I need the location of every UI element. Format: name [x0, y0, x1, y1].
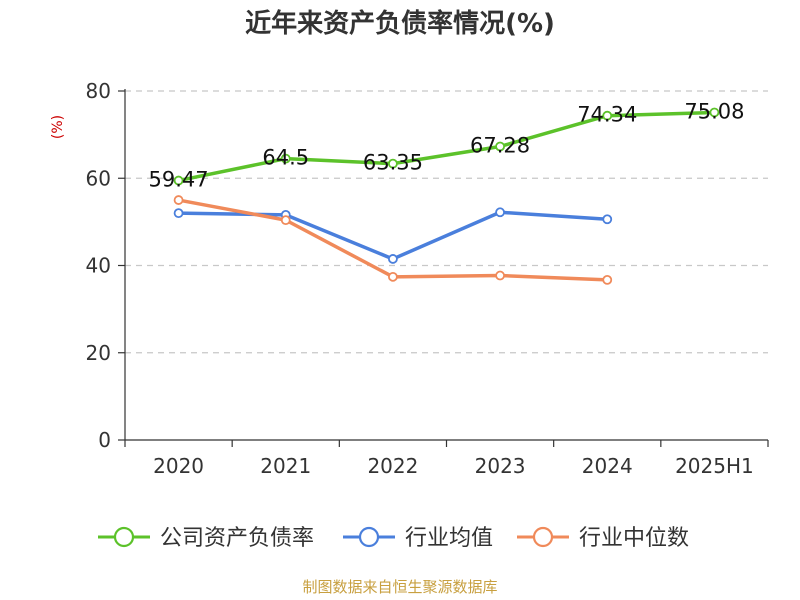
series-line-2	[176, 198, 609, 282]
legend-label-2: 行业中位数	[579, 526, 689, 551]
x-tick-label-2024: 2024	[582, 454, 633, 478]
y-tick-label-40: 40	[86, 254, 111, 278]
data-point-2-3[interactable]	[495, 270, 505, 281]
grid-lines	[125, 90, 768, 354]
data-labels: 59.47 64.5 63.35 67.28 74.34 75.08	[149, 99, 745, 191]
data-point-0-3[interactable]	[495, 141, 505, 152]
legend-marker-2	[532, 526, 554, 548]
data-label-0-4: 74.34	[577, 103, 637, 127]
legend-marker-1	[358, 526, 380, 548]
legend[interactable]: 公司资产负债率 行业均值 行业中位数	[98, 526, 689, 551]
series-1	[173, 207, 613, 264]
series-line-1	[176, 210, 609, 261]
source-note: 制图数据来自恒生聚源数据库	[302, 578, 497, 596]
series-2	[173, 195, 613, 285]
data-label-0-5: 75.08	[684, 99, 744, 123]
legend-item-0[interactable]: 公司资产负债率	[98, 526, 314, 551]
x-tick-label-2025H1: 2025H1	[675, 454, 754, 478]
data-label-0-2: 63.35	[363, 151, 423, 175]
series-0	[173, 107, 720, 186]
data-label-0-1: 64.5	[262, 146, 309, 170]
y-axis-label: (%)	[50, 115, 66, 139]
data-point-0-4[interactable]	[602, 110, 613, 121]
data-point-0-5[interactable]	[709, 107, 720, 118]
data-point-2-2[interactable]	[388, 271, 398, 282]
axes: 0 20 40 60 80 2020 2021 2022 2023 2024 2025H1	[86, 79, 769, 478]
x-tick-label-2022: 2022	[367, 454, 418, 478]
data-point-1-3[interactable]	[495, 207, 505, 218]
x-tick-label-2020: 2020	[153, 454, 204, 478]
y-tick-label-20: 20	[86, 341, 111, 365]
data-point-1-2[interactable]	[388, 254, 398, 264]
y-tick-label-0: 0	[98, 428, 111, 452]
data-point-0-1[interactable]	[280, 153, 291, 164]
data-point-2-0[interactable]	[173, 195, 184, 205]
legend-label-1: 行业均值	[405, 526, 493, 551]
data-point-1-4[interactable]	[602, 214, 613, 225]
chart-title: 近年来资产负债率情况(%)	[245, 8, 555, 39]
data-point-0-0[interactable]	[173, 175, 184, 186]
data-point-2-1[interactable]	[280, 215, 291, 226]
series-line-0	[176, 110, 717, 183]
legend-item-2[interactable]: 行业中位数	[517, 526, 689, 551]
x-tick-label-2021: 2021	[260, 454, 311, 478]
data-point-0-2[interactable]	[388, 158, 398, 169]
legend-item-1[interactable]: 行业均值	[343, 526, 493, 551]
data-point-2-4[interactable]	[602, 274, 613, 285]
legend-marker-0	[113, 526, 135, 548]
series-lines	[173, 107, 720, 285]
data-point-1-0[interactable]	[173, 208, 184, 219]
y-tick-label-60: 60	[86, 166, 111, 190]
y-tick-label-80: 80	[86, 79, 111, 103]
data-label-0-0: 59.47	[149, 168, 209, 192]
legend-label-0: 公司资产负债率	[160, 526, 314, 551]
data-label-0-3: 67.28	[470, 133, 530, 157]
x-tick-label-2023: 2023	[475, 454, 526, 478]
